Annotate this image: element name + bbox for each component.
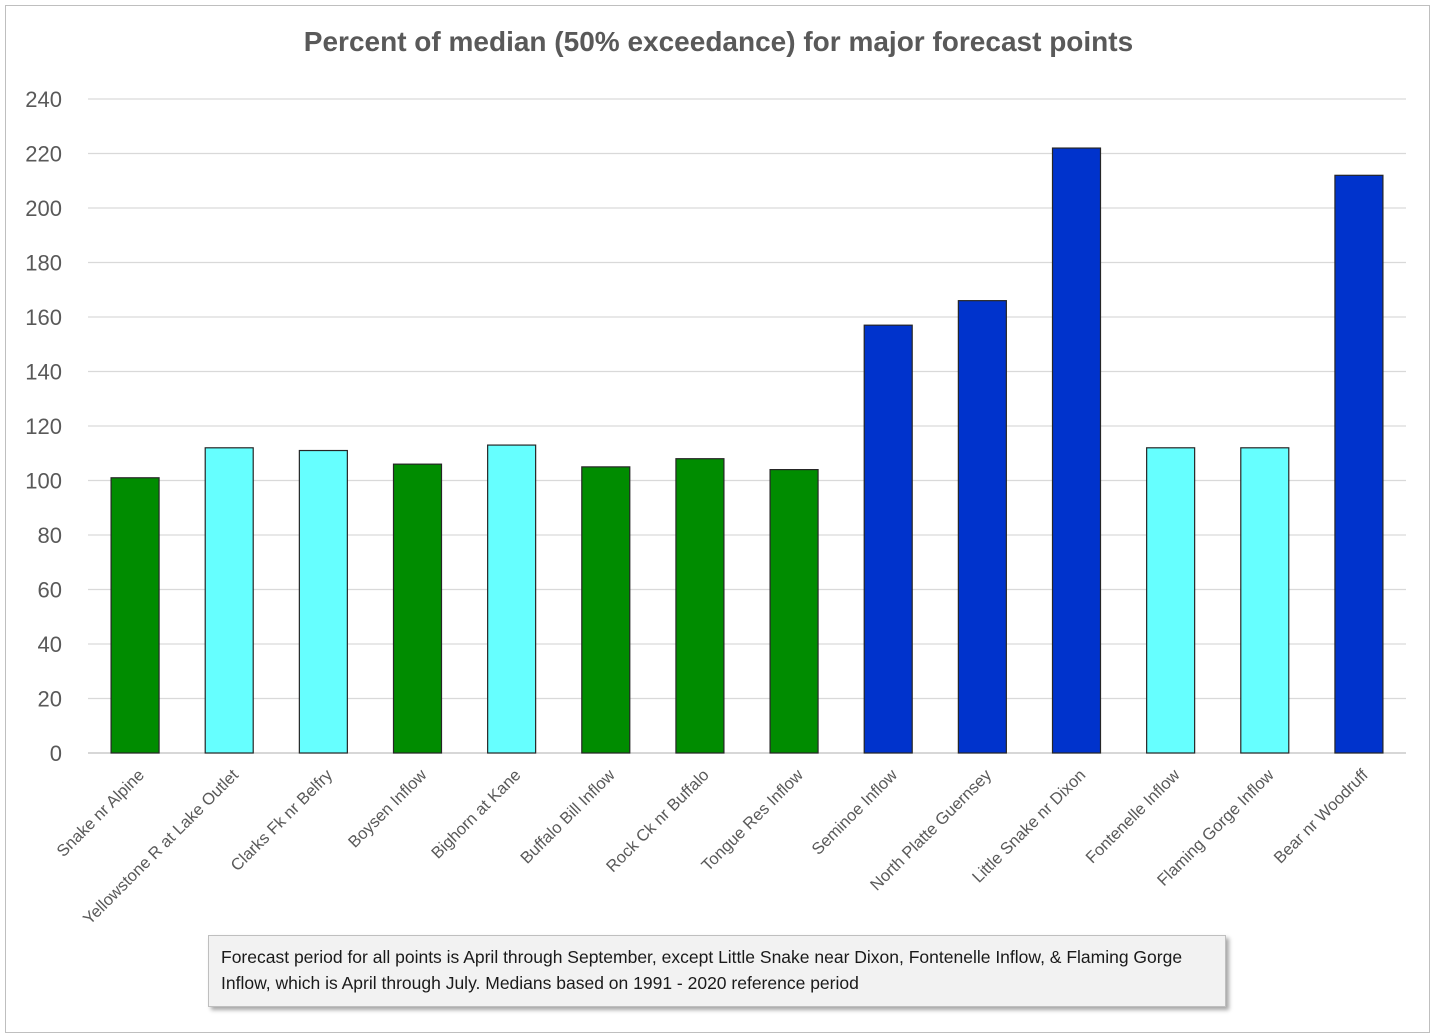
x-category-label: Clarks Fk nr Belfry <box>228 766 337 875</box>
y-tick-label: 160 <box>25 305 62 330</box>
bar-buffalo-bill-inflow <box>581 466 631 754</box>
x-category-label: Boysen Inflow <box>345 766 430 851</box>
y-tick-label: 40 <box>38 632 62 657</box>
chart-footnote: Forecast period for all points is April … <box>208 935 1226 1007</box>
y-tick-label: 200 <box>25 196 62 221</box>
bars <box>110 147 1384 754</box>
y-axis-tick-labels: 0 20 40 60 80 100 120 140 160 180 200 220 240 <box>25 87 62 766</box>
bar-seminoe-inflow <box>863 324 913 754</box>
x-category-label: Buffalo Bill Inflow <box>517 766 618 867</box>
y-tick-label: 80 <box>38 523 62 548</box>
bar-little-snake-nr-dixon <box>1051 147 1102 754</box>
y-tick-label: 60 <box>38 578 62 603</box>
y-tick-label: 240 <box>25 87 62 112</box>
bar-tongue-res-inflow <box>769 469 819 754</box>
y-tick-label: 180 <box>25 251 62 276</box>
y-tick-label: 120 <box>25 414 62 439</box>
x-category-label: Yellowstone R at Lake Outlet <box>80 766 242 928</box>
y-tick-label: 20 <box>38 687 62 712</box>
y-tick-label: 0 <box>50 741 62 766</box>
bar-bear-nr-woodruff <box>1334 174 1384 754</box>
bar-flaming-gorge-inflow <box>1240 447 1290 754</box>
x-category-label: Seminoe Inflow <box>809 766 902 859</box>
bar-yellowstone-r-at-lake-outlet <box>204 447 254 754</box>
x-category-label: Snake nr Alpine <box>53 766 147 860</box>
x-category-label: Rock Ck nr Buffalo <box>603 766 713 876</box>
chart-title: Percent of median (50% exceedance) for m… <box>303 26 1134 57</box>
gridlines <box>88 98 1406 754</box>
bar-rock-ck-nr-buffalo <box>675 458 725 754</box>
bar-fontenelle-inflow <box>1146 447 1196 754</box>
bar-north-platte-guernsey <box>957 300 1007 754</box>
bar-bighorn-at-kane <box>487 444 537 754</box>
x-category-label: Bighorn at Kane <box>428 766 524 862</box>
y-tick-label: 140 <box>25 360 62 385</box>
bar-snake-nr-alpine <box>110 477 160 754</box>
x-category-label: Fontenelle Inflow <box>1083 766 1184 867</box>
x-category-label: Bear nr Woodruff <box>1271 766 1372 867</box>
y-tick-label: 220 <box>25 142 62 167</box>
x-category-label: Tongue Res Inflow <box>698 766 807 875</box>
bar-clarks-fk-nr-belfry <box>298 449 348 754</box>
bar-boysen-inflow <box>392 463 443 754</box>
y-tick-label: 100 <box>25 469 62 494</box>
